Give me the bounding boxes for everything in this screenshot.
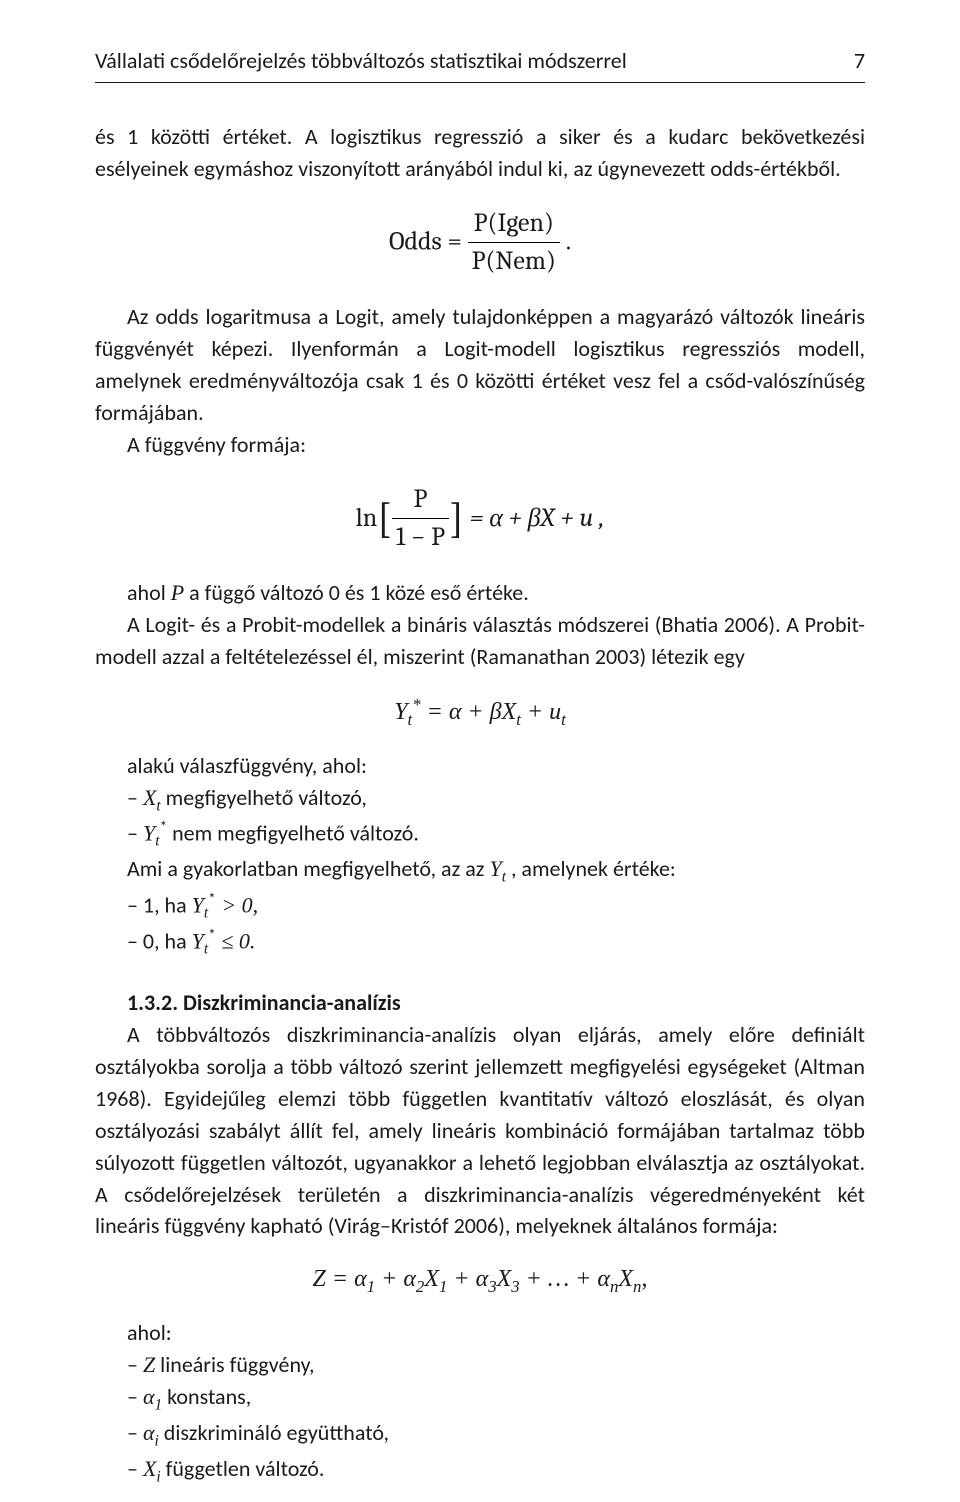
p-fraction: P 1 − P [392,481,449,557]
list-item-yt-star: – Yt* nem megfigyelhető változó. [95,817,865,853]
def-a1: – α1 konstans, [95,1381,865,1417]
probit-equation: Yt* = α + βXt + ut [95,693,865,732]
running-title: Vállalati csődelőrejelzés többváltozós s… [95,45,627,77]
paragraph-form-intro: A függvény formája: [95,429,865,461]
paragraph-p-def: ahol P a függő változó 0 és 1 közé eső é… [95,577,865,609]
where-label: ahol: [95,1317,865,1349]
odds-formula: Odds = P(Igen) P(Nem) . [95,205,865,281]
list-item-if-neg: – 0, ha Yt* ≤ 0. [95,925,865,961]
page-header: Vállalati csődelőrejelzés többváltozós s… [95,45,865,83]
response-fn-intro: alakú válaszfüggvény, ahol: [95,750,865,782]
section-title: 1.3.2. Diszkriminancia-analízis [95,987,865,1019]
page-number: 7 [854,45,865,77]
left-bracket-icon: [ [377,502,392,536]
def-ai: – αi diszkrimináló együttható, [95,1417,865,1453]
def-xi: – Xi független változó. [95,1453,865,1489]
paragraph-probit: A Logit- és a Probit-modellek a bináris … [95,609,865,673]
ln-formula: ln [ P 1 − P ] = α + βX + u , [95,481,865,557]
odds-fraction: P(Igen) P(Nem) [468,205,560,281]
paragraph-discriminant: A többváltozós diszkriminancia-analízis … [95,1019,865,1242]
right-bracket-icon: ] [449,502,464,536]
list-item-if-pos: – 1, ha Yt* > 0, [95,889,865,925]
paragraph-logit: Az odds logaritmusa a Logit, amely tulaj… [95,301,865,429]
paragraph-intro: és 1 közötti értéket. A logisztikus regr… [95,121,865,185]
discriminant-equation: Z = α1 + α2X1 + α3X3 + … + αnXn, [95,1262,865,1299]
observable-yt: Ami a gyakorlatban megfigyelhető, az az … [95,853,865,889]
list-item-xt: – Xt megfigyelhető változó, [95,782,865,818]
def-z: – Z lineáris függvény, [95,1349,865,1381]
